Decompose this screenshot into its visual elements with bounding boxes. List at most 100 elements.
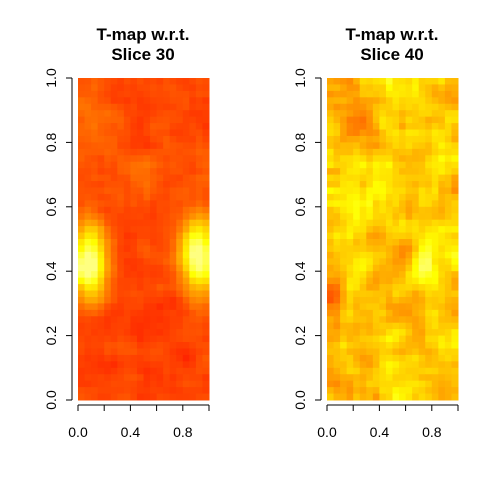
heatmap-cell — [438, 135, 446, 143]
panel-title-line-1: T-map w.r.t. — [97, 25, 190, 44]
heatmap-cell — [385, 161, 393, 169]
heatmap-cell — [385, 239, 393, 246]
heatmap-cell — [346, 226, 354, 234]
heatmap-cell — [425, 322, 433, 330]
heatmap-cell — [117, 354, 125, 362]
heatmap-cell — [169, 277, 177, 285]
heatmap-cell — [182, 251, 190, 259]
heatmap-cell — [110, 181, 118, 188]
heatmap-cell — [202, 84, 210, 92]
heatmap-cell — [117, 245, 125, 253]
heatmap-cell — [117, 155, 125, 163]
heatmap-cell — [379, 116, 387, 124]
heatmap-cell — [359, 219, 367, 227]
heatmap-cell — [84, 219, 92, 227]
heatmap-cell — [372, 393, 380, 401]
heatmap-cell — [182, 303, 190, 311]
heatmap-cell — [189, 264, 197, 272]
heatmap-cell — [130, 181, 138, 188]
heatmap-cell — [84, 142, 92, 150]
heatmap-cell — [327, 90, 335, 98]
heatmap-cell — [353, 264, 361, 272]
heatmap-cell — [97, 393, 105, 401]
heatmap-cell — [97, 213, 105, 221]
heatmap-cell — [156, 187, 164, 195]
heatmap-cell — [110, 84, 118, 92]
heatmap-cell — [366, 174, 374, 182]
heatmap-cell — [333, 181, 341, 188]
heatmap-cell — [412, 226, 420, 234]
heatmap-cell — [353, 226, 361, 234]
heatmap-cell — [91, 174, 99, 182]
heatmap-cell — [385, 155, 393, 163]
heatmap-cell — [372, 226, 380, 234]
heatmap-cell — [143, 322, 151, 330]
heatmap-cell — [84, 335, 92, 343]
heatmap-cell — [143, 329, 151, 337]
heatmap-cell — [84, 303, 92, 311]
heatmap-cell — [110, 354, 118, 362]
heatmap-cell — [399, 335, 407, 343]
heatmap-cell — [123, 155, 131, 163]
heatmap-cell — [130, 116, 138, 124]
heatmap-cell — [333, 226, 341, 234]
heatmap-cell — [182, 232, 190, 240]
heatmap-cell — [78, 316, 86, 324]
heatmap-cell — [340, 200, 348, 208]
y-axis: 0.00.20.40.60.81.0 — [43, 68, 73, 410]
heatmap-cell — [78, 219, 86, 227]
heatmap-cell — [143, 296, 151, 304]
heatmap-cell — [366, 387, 374, 395]
heatmap-cell — [189, 187, 197, 195]
heatmap-cell — [385, 181, 393, 188]
heatmap-cell — [78, 148, 86, 156]
heatmap-cell — [333, 367, 341, 375]
heatmap-cell — [353, 258, 361, 266]
heatmap-cell — [444, 264, 452, 272]
heatmap-cell — [425, 213, 433, 221]
heatmap-cell — [372, 135, 380, 143]
heatmap-cell — [418, 181, 426, 188]
heatmap-cell — [451, 161, 459, 169]
heatmap-cell — [156, 264, 164, 272]
heatmap-cell — [366, 219, 374, 227]
heatmap-cell — [136, 155, 144, 163]
heatmap-cell — [346, 264, 354, 272]
heatmap-cell — [359, 290, 367, 298]
heatmap-cell — [346, 271, 354, 279]
heatmap-cell — [451, 174, 459, 182]
heatmap-cell — [189, 322, 197, 330]
heatmap-cell — [444, 303, 452, 311]
heatmap-cell — [438, 290, 446, 298]
heatmap-cell — [444, 284, 452, 292]
heatmap-cell — [117, 309, 125, 317]
heatmap-cell — [425, 142, 433, 150]
heatmap-cell — [405, 374, 413, 382]
heatmap-cell — [104, 84, 112, 92]
heatmap-cell — [136, 200, 144, 208]
heatmap-cell — [327, 232, 335, 240]
heatmap-cell — [202, 271, 210, 279]
heatmap-cell — [91, 329, 99, 337]
heatmap-cell — [150, 335, 158, 343]
heatmap-cell — [202, 264, 210, 272]
heatmap-cell — [385, 219, 393, 227]
heatmap-cell — [117, 264, 125, 272]
heatmap-cell — [182, 181, 190, 188]
heatmap-cell — [372, 290, 380, 298]
heatmap-cell — [110, 142, 118, 150]
heatmap-cell — [189, 309, 197, 317]
heatmap-cell — [163, 78, 171, 85]
heatmap-cell — [327, 129, 335, 137]
heatmap-cell — [451, 78, 459, 85]
heatmap-cell — [353, 309, 361, 317]
heatmap-cell — [366, 123, 374, 131]
heatmap-cell — [444, 322, 452, 330]
heatmap-cell — [399, 258, 407, 266]
heatmap-cell — [333, 354, 341, 362]
heatmap-cell — [366, 367, 374, 375]
heatmap-cell — [163, 148, 171, 156]
heatmap-cell — [372, 361, 380, 369]
heatmap-cell — [412, 258, 420, 266]
heatmap-cell — [346, 348, 354, 356]
